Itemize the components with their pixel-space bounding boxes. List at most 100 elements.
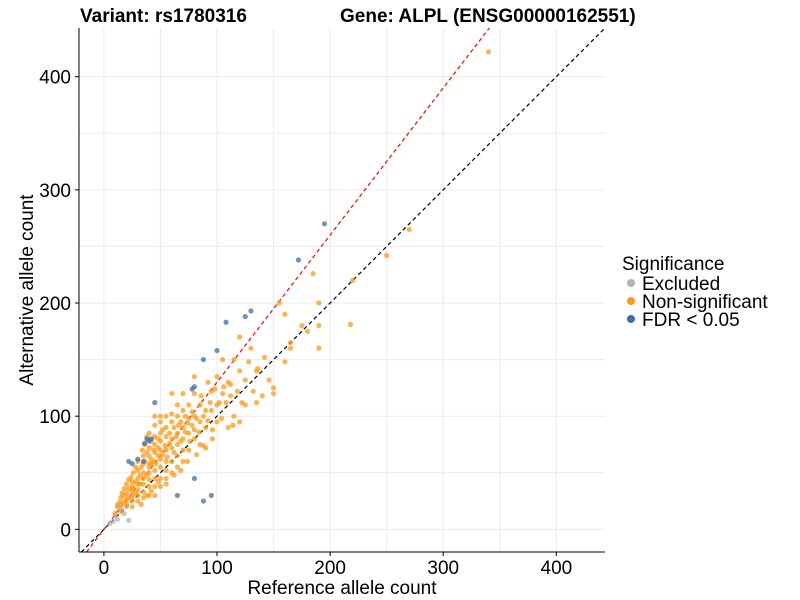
point-non-significant	[255, 366, 261, 372]
point-non-significant	[169, 458, 175, 465]
point-non-significant	[135, 498, 141, 504]
point-non-significant	[146, 483, 152, 489]
point-non-significant	[347, 321, 354, 328]
point-non-significant	[384, 252, 390, 259]
point-non-significant	[259, 393, 265, 399]
point-non-significant	[184, 420, 191, 426]
point-non-significant	[157, 430, 164, 436]
point-non-significant	[118, 495, 124, 501]
legend: Significance ExcludedNon-significantFDR …	[622, 254, 768, 331]
point-non-significant	[310, 270, 316, 277]
point-non-significant	[180, 407, 186, 414]
point-non-significant	[180, 390, 186, 397]
point-non-significant	[163, 458, 169, 465]
point-non-significant	[174, 441, 181, 448]
point-excluded	[126, 517, 132, 523]
point-non-significant	[223, 400, 229, 406]
point-non-significant	[132, 464, 139, 470]
point-non-significant	[205, 379, 211, 385]
point-non-significant	[129, 504, 135, 510]
point-non-significant	[270, 390, 277, 397]
point-fdr-0-05	[174, 492, 181, 499]
point-non-significant	[214, 373, 220, 380]
point-fdr-0-05	[208, 492, 214, 499]
point-non-significant	[169, 419, 175, 425]
point-non-significant	[282, 311, 288, 317]
point-non-significant	[248, 345, 254, 351]
point-non-significant	[180, 424, 186, 431]
point-non-significant	[231, 413, 237, 419]
chart-title-variant: Variant: rs1780316	[80, 6, 247, 27]
point-non-significant	[350, 277, 356, 283]
point-non-significant	[230, 422, 236, 428]
point-non-significant	[250, 388, 256, 394]
point-non-significant	[171, 449, 177, 456]
x-tick-label: 300	[427, 558, 459, 579]
point-fdr-0-05	[200, 357, 207, 363]
point-non-significant	[162, 443, 168, 449]
point-non-significant	[119, 490, 125, 496]
point-non-significant	[174, 453, 181, 459]
point-fdr-0-05	[242, 313, 248, 320]
point-non-significant	[178, 467, 184, 474]
point-non-significant	[146, 445, 152, 451]
legend-key-excluded	[627, 279, 635, 287]
point-non-significant	[174, 413, 181, 419]
point-non-significant	[266, 377, 272, 383]
point-non-significant	[126, 476, 132, 483]
point-non-significant	[140, 489, 147, 495]
point-non-significant	[157, 483, 164, 489]
point-non-significant	[209, 436, 216, 442]
chart-title-gene: Gene: ALPL (ENSG00000162551)	[340, 6, 636, 27]
point-non-significant	[485, 49, 492, 55]
point-non-significant	[231, 357, 237, 363]
reference-lines	[80, 27, 606, 553]
point-fdr-0-05	[148, 436, 154, 442]
point-fdr-0-05	[189, 386, 195, 392]
data-points	[106, 49, 492, 527]
point-non-significant	[225, 424, 231, 431]
point-non-significant	[130, 470, 136, 476]
point-fdr-0-05	[140, 458, 147, 465]
point-non-significant	[203, 424, 209, 431]
point-non-significant	[140, 475, 147, 482]
point-non-significant	[155, 479, 161, 485]
point-non-significant	[152, 467, 158, 474]
point-non-significant	[153, 461, 159, 467]
y-tick-label: 400	[39, 68, 71, 89]
point-non-significant	[194, 415, 200, 422]
point-non-significant	[155, 453, 161, 459]
x-tick-label: 200	[314, 558, 346, 579]
point-non-significant	[180, 447, 186, 453]
point-fdr-0-05	[152, 400, 158, 406]
point-non-significant	[198, 393, 204, 399]
point-non-significant	[191, 373, 197, 380]
y-axis-label: Alternative allele count	[17, 194, 38, 386]
point-non-significant	[189, 422, 195, 428]
point-non-significant	[138, 501, 144, 508]
point-non-significant	[163, 481, 169, 487]
point-fdr-0-05	[295, 257, 302, 263]
point-non-significant	[174, 402, 181, 408]
point-non-significant	[157, 464, 164, 470]
legend-label-nonsig: Non-significant	[642, 292, 768, 313]
point-non-significant	[221, 384, 227, 390]
point-fdr-0-05	[126, 458, 132, 465]
point-non-significant	[152, 422, 158, 428]
point-non-significant	[180, 458, 186, 465]
point-non-significant	[139, 447, 145, 453]
point-non-significant	[114, 504, 121, 510]
point-non-significant	[163, 413, 169, 419]
x-tick-label: 400	[541, 558, 573, 579]
point-non-significant	[148, 456, 154, 462]
y-tick-label: 0	[60, 520, 71, 541]
point-non-significant	[242, 377, 248, 383]
point-non-significant	[227, 381, 234, 388]
x-axis-label: Reference allele count	[247, 578, 437, 599]
point-non-significant	[163, 467, 169, 474]
point-non-significant	[163, 433, 169, 440]
x-tick-label: 0	[99, 558, 110, 579]
point-non-significant	[253, 400, 260, 406]
point-non-significant	[152, 413, 158, 419]
point-fdr-0-05	[142, 440, 148, 446]
